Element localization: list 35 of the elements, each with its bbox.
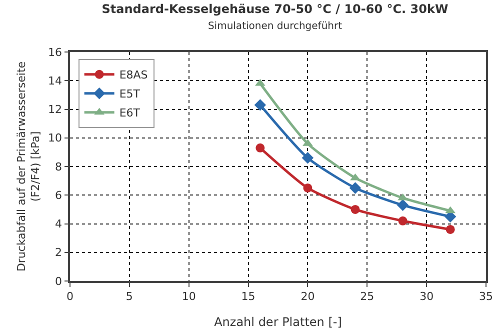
y-tick-label: 2 <box>55 246 62 260</box>
y-tick-label: 12 <box>48 103 62 116</box>
x-tick-label: 20 <box>300 290 315 303</box>
point <box>398 193 408 200</box>
x-tick-label: 35 <box>479 290 493 303</box>
x-tick-label: 25 <box>360 290 374 303</box>
x-tick-label: 0 <box>66 290 74 303</box>
y-tick-label: 16 <box>48 46 62 59</box>
y-tick-label: 4 <box>55 218 62 231</box>
legend-label: E6T <box>119 106 140 120</box>
point <box>446 224 455 234</box>
x-tick-label: 30 <box>420 290 434 303</box>
x-tick-label: 5 <box>126 290 133 303</box>
y-tick-label: 6 <box>55 188 62 202</box>
point <box>254 99 266 111</box>
point <box>350 173 360 180</box>
point <box>396 199 409 211</box>
chart-subtitle: Simulationen durchgeführt <box>208 20 342 32</box>
point <box>302 152 314 164</box>
x-tick-label: 15 <box>241 290 256 303</box>
point <box>303 183 312 192</box>
y-tick-label: 8 <box>55 160 62 174</box>
y-tick-label: 10 <box>48 132 62 145</box>
chart-title: Standard-Kesselgehäuse 70-50 °C / 10-60 °C. 30kW <box>102 2 448 16</box>
x-tick-label: 10 <box>182 290 196 303</box>
legend-label: E5T <box>119 88 140 101</box>
point <box>256 143 265 152</box>
y-tick-label: 0 <box>55 274 62 288</box>
x-axis-title: Anzahl der Platten [-] <box>214 315 342 329</box>
point <box>350 204 360 214</box>
point <box>398 216 408 226</box>
legend-label: E8AS <box>119 68 148 82</box>
y-tick-label: 14 <box>48 74 62 88</box>
point <box>349 182 362 194</box>
y-axis-title: Druckabfall auf der Primärwasserseite (F2/F4) [kPa] <box>14 61 42 272</box>
